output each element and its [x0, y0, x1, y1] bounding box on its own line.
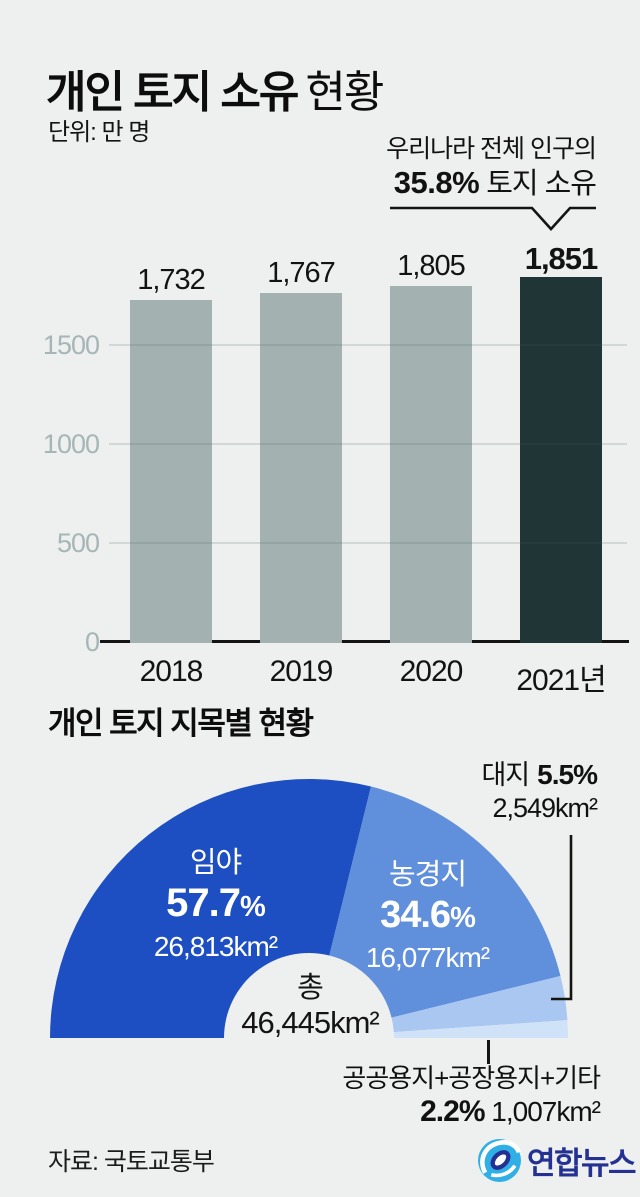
daeji-leader-line	[551, 835, 573, 1001]
pie-label-daeji: 대지 5.5% 2,549km²	[481, 758, 598, 825]
pie-label-etc: 공공용지+공장용지+기타 2.2% 1,007km²	[342, 1062, 601, 1130]
bar-value-2021년: 1,851	[524, 241, 599, 276]
bar-2019	[260, 293, 342, 643]
page-title-strong: 개인 토지 소유	[46, 68, 299, 118]
annotation-pointer-line	[390, 206, 596, 231]
pie-label-daeji-area: 2,549km²	[492, 793, 598, 823]
annotation-rest: 토지 소유	[479, 168, 597, 200]
pie-center-value: 46,445km²	[241, 1005, 379, 1040]
pie-slice-1	[329, 786, 561, 1018]
semicircle-donut-chart	[50, 778, 568, 1038]
pie-label-imya: 임야 57.7% 26,813km²	[118, 846, 313, 963]
pie-label-imya-percent: 57.7%	[166, 881, 266, 925]
pie-label-etc-line2: 2.2% 1,007km²	[420, 1095, 601, 1128]
pie-center-label: 총	[297, 972, 324, 1004]
bar-2021년	[520, 277, 602, 643]
y-tick-500: 500	[56, 528, 100, 558]
x-label-2018: 2018	[139, 655, 204, 688]
pie-label-imya-name: 임야	[189, 847, 242, 879]
section2-title: 개인 토지 지목별 현황	[48, 706, 314, 741]
bar-2018	[130, 300, 212, 643]
pie-slice-0	[50, 778, 372, 1038]
y-tick-1000: 1000	[42, 429, 100, 459]
x-axis-line	[100, 640, 629, 643]
x-label-2019: 2019	[269, 655, 334, 688]
page-title: 개인 토지 소유 현황	[46, 67, 384, 119]
pie-label-nong-name: 농경지	[388, 859, 467, 891]
page-title-light: 현황	[305, 68, 384, 118]
etc-leader-line	[487, 1040, 490, 1064]
pie-label-daeji-line1: 대지 5.5%	[481, 759, 598, 790]
bar-value-2020: 1,805	[397, 250, 466, 282]
annotation-line2: 35.8% 토지 소유	[386, 165, 597, 202]
pie-center-total: 총 46,445km²	[225, 972, 395, 1041]
unit-label: 단위: 만 명	[48, 119, 150, 146]
bar-value-2018: 1,732	[137, 264, 206, 296]
gridline-500	[109, 542, 627, 544]
bar-2020	[390, 286, 472, 643]
pie-slice-3	[393, 1020, 568, 1038]
yonhap-logo-text: 연합뉴스	[527, 1146, 637, 1181]
yonhap-logo: 연합뉴스	[477, 1138, 637, 1183]
pie-label-etc-name: 공공용지+공장용지+기타	[342, 1063, 601, 1093]
pie-label-nong-percent: 34.6%	[380, 894, 476, 936]
bar-chart: 0 500 1000 1500 1,732 2018 1,767 2019 1,805 2020 1…	[43, 241, 627, 697]
y-tick-1500: 1500	[42, 330, 100, 360]
pie-label-imya-area: 26,813km²	[153, 931, 278, 962]
pie-label-etc-percent: 2.2%	[420, 1095, 485, 1128]
annotation-line1: 우리나라 전체 인구의	[386, 135, 597, 163]
yonhap-emblem-icon	[478, 1139, 522, 1182]
y-tick-0: 0	[84, 627, 100, 657]
pie-slice-2	[391, 975, 568, 1033]
gridline-1500	[109, 344, 627, 346]
x-label-2021년: 2021년	[516, 664, 606, 697]
annotation: 우리나라 전체 인구의 35.8% 토지 소유	[386, 134, 597, 202]
bar-value-2019: 1,767	[267, 257, 336, 289]
pie-label-nonggyeongji: 농경지 34.6% 16,077km²	[335, 858, 520, 974]
source-credit: 자료: 국토교통부	[48, 1148, 215, 1176]
pie-label-nong-area: 16,077km²	[365, 942, 490, 973]
x-label-2020: 2020	[399, 655, 464, 688]
annotation-percent: 35.8%	[393, 165, 480, 200]
pie-label-daeji-percent: 5.5%	[537, 759, 598, 790]
gridline-1000	[109, 443, 627, 445]
